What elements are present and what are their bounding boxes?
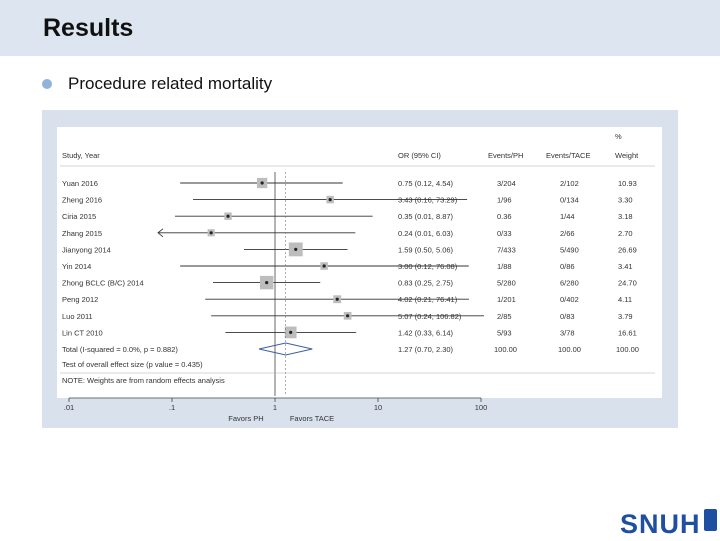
study-weight: 3.18: [618, 212, 633, 221]
study-events-tace: 0/134: [560, 196, 579, 205]
ci-arrow-left: [157, 228, 164, 238]
x-tick-label: 10: [374, 403, 382, 412]
overall-test-text: Test of overall effect size (p value = 0…: [62, 360, 203, 369]
study-label: Jianyong 2014: [62, 245, 111, 254]
bullet-point: Procedure related mortality: [42, 73, 272, 95]
x-tick-label: 100: [475, 403, 488, 412]
study-events-ph: 1/96: [497, 196, 512, 205]
logo-text: SNUH: [620, 508, 701, 539]
overall-diamond: [258, 342, 313, 356]
point-estimate: [260, 181, 264, 185]
point-estimate: [289, 330, 293, 334]
study-or-text: 0.24 (0.01, 6.03): [398, 229, 454, 238]
study-or-text: 0.75 (0.12, 4.54): [398, 179, 454, 188]
study-weight: 3.30: [618, 196, 633, 205]
favors-right-label: Favors TACE: [290, 414, 334, 423]
study-events-ph: 7/433: [497, 245, 516, 254]
study-label: Yin 2014: [62, 262, 91, 271]
overall-label: Total (I-squared = 0.0%, p = 0.882): [62, 345, 178, 354]
col-header-or: OR (95% CI): [398, 151, 441, 160]
study-label: Zheng 2016: [62, 196, 102, 205]
study-or-text: 3.00 (0.12, 76.08): [398, 262, 458, 271]
col-header-weight: Weight: [615, 151, 639, 160]
study-weight: 10.93: [618, 179, 637, 188]
study-or-text: 4.02 (0.21, 76.41): [398, 295, 458, 304]
study-or-text: 3.43 (0.16, 73.29): [398, 196, 458, 205]
point-estimate: [322, 264, 326, 268]
study-events-tace: 6/280: [560, 279, 579, 288]
study-weight: 3.79: [618, 312, 633, 321]
overall-events-ph: 100.00: [494, 345, 517, 354]
study-events-tace: 0/402: [560, 295, 579, 304]
study-events-tace: 1/44: [560, 212, 575, 221]
study-weight: 2.70: [618, 229, 633, 238]
point-estimate: [328, 198, 332, 202]
study-or-text: 1.42 (0.33, 6.14): [398, 328, 454, 337]
study-weight: 26.69: [618, 245, 637, 254]
study-label: Luo 2011: [62, 312, 93, 321]
x-tick-label: 1: [273, 403, 277, 412]
study-events-ph: 3/204: [497, 179, 516, 188]
point-estimate: [294, 247, 298, 251]
point-estimate: [209, 231, 213, 235]
study-events-tace: 5/490: [560, 245, 579, 254]
overall-events-tace: 100.00: [558, 345, 581, 354]
study-label: Yuan 2016: [62, 179, 98, 188]
study-label: Zhong BCLC (B/C) 2014: [62, 279, 144, 288]
study-label: Zhang 2015: [62, 229, 102, 238]
note-text: NOTE: Weights are from random effects an…: [62, 376, 225, 385]
slide-header: Results: [0, 0, 720, 56]
point-estimate: [265, 281, 269, 285]
study-events-tace: 0/86: [560, 262, 575, 271]
overall-or-text: 1.27 (0.70, 2.30): [398, 345, 454, 354]
study-weight: 16.61: [618, 328, 637, 337]
study-or-text: 5.07 (0.24, 106.82): [398, 312, 462, 321]
study-events-ph: 1/201: [497, 295, 516, 304]
study-events-tace: 2/102: [560, 179, 579, 188]
x-tick-label: .01: [64, 403, 74, 412]
study-label: Ciria 2015: [62, 212, 96, 221]
study-label: Lin CT 2010: [62, 328, 103, 337]
study-events-ph: 0/33: [497, 229, 512, 238]
study-label: Peng 2012: [62, 295, 98, 304]
study-events-ph: 1/88: [497, 262, 512, 271]
favors-left-label: Favors PH: [228, 414, 263, 423]
snuh-logo: SNUH: [620, 507, 717, 541]
study-events-tace: 2/66: [560, 229, 575, 238]
study-events-tace: 3/78: [560, 328, 575, 337]
study-events-ph: 0.36: [497, 212, 512, 221]
study-weight: 4.11: [618, 295, 632, 304]
study-events-ph: 5/280: [497, 279, 516, 288]
point-estimate: [346, 314, 350, 318]
study-events-ph: 2/85: [497, 312, 512, 321]
study-or-text: 0.35 (0.01, 8.87): [398, 212, 454, 221]
study-weight: 3.41: [618, 262, 633, 271]
col-header-events-ph: Events/PH: [488, 151, 523, 160]
bullet-dot-icon: [42, 79, 52, 89]
point-estimate: [335, 297, 339, 301]
page-title: Results: [43, 14, 134, 42]
col-header-study: Study, Year: [62, 151, 100, 160]
study-or-text: 1.59 (0.50, 5.06): [398, 245, 454, 254]
logo-mark-icon: [703, 509, 717, 531]
x-tick-label: .1: [169, 403, 175, 412]
col-header-weight-unit: %: [615, 132, 622, 141]
study-or-text: 0.83 (0.25, 2.75): [398, 279, 454, 288]
chart-background: [57, 127, 662, 398]
point-estimate: [226, 214, 230, 218]
study-weight: 24.70: [618, 279, 637, 288]
overall-weight: 100.00: [616, 345, 639, 354]
study-events-ph: 5/93: [497, 328, 512, 337]
bullet-text: Procedure related mortality: [68, 74, 273, 93]
col-header-events-tace: Events/TACE: [546, 151, 590, 160]
study-events-tace: 0/83: [560, 312, 575, 321]
